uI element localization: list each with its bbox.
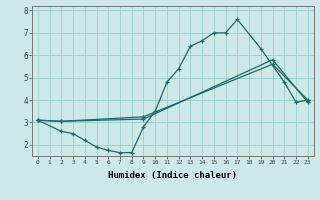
X-axis label: Humidex (Indice chaleur): Humidex (Indice chaleur) xyxy=(108,171,237,180)
